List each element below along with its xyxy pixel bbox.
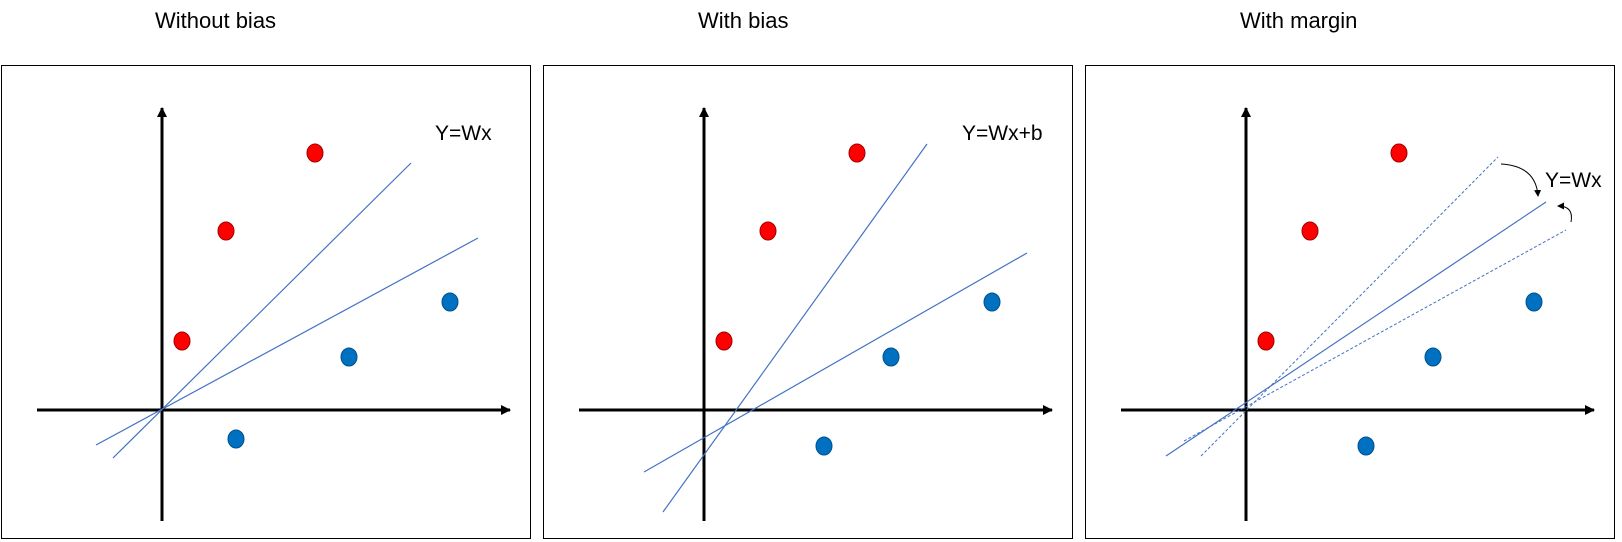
blue-point: [441, 292, 459, 312]
margin-line-upper: [1200, 156, 1499, 457]
equation-label: Y=Wx: [435, 122, 492, 145]
blue-point: [340, 347, 358, 367]
red-point: [1257, 331, 1275, 351]
panel-title-without-bias: Without bias: [155, 8, 277, 33]
equation-label: Y=Wx: [1545, 169, 1602, 192]
panel-title-with-bias: With bias: [698, 8, 789, 33]
panel-without-bias: Y=Wx: [1, 65, 531, 539]
panel-with-bias: Y=Wx+b: [543, 65, 1073, 539]
margin-arrow-upper: [1500, 163, 1542, 197]
diagram-with-bias: Y=Wx+b: [579, 107, 1053, 521]
red-point: [306, 143, 324, 163]
margin-arrow-lower: [1557, 202, 1572, 223]
margin-line-lower: [1183, 229, 1567, 442]
equation-label: Y=Wx+b: [962, 122, 1043, 145]
decision-line-shallow: [95, 237, 479, 446]
blue-point: [1525, 292, 1543, 312]
red-point: [715, 331, 733, 351]
diagram-with-margin: Y=Wx: [1121, 107, 1602, 521]
decision-line: [1165, 201, 1547, 457]
red-point: [173, 331, 191, 351]
decision-line-shallow: [643, 252, 1028, 473]
red-point: [759, 221, 777, 241]
decision-line-steep: [112, 162, 412, 459]
red-point: [1301, 221, 1319, 241]
blue-point: [882, 347, 900, 367]
panel-with-margin: Y=Wx: [1085, 65, 1615, 539]
blue-point: [1357, 436, 1375, 456]
red-point: [1390, 143, 1408, 163]
decision-line-steep: [662, 143, 928, 513]
blue-point: [1424, 347, 1442, 367]
red-point: [848, 143, 866, 163]
panel-title-with-margin: With margin: [1240, 8, 1358, 33]
blue-point: [983, 292, 1001, 312]
diagram-without-bias: Y=Wx: [37, 107, 511, 521]
blue-point: [815, 436, 833, 456]
blue-point: [227, 429, 245, 449]
red-point: [217, 221, 235, 241]
